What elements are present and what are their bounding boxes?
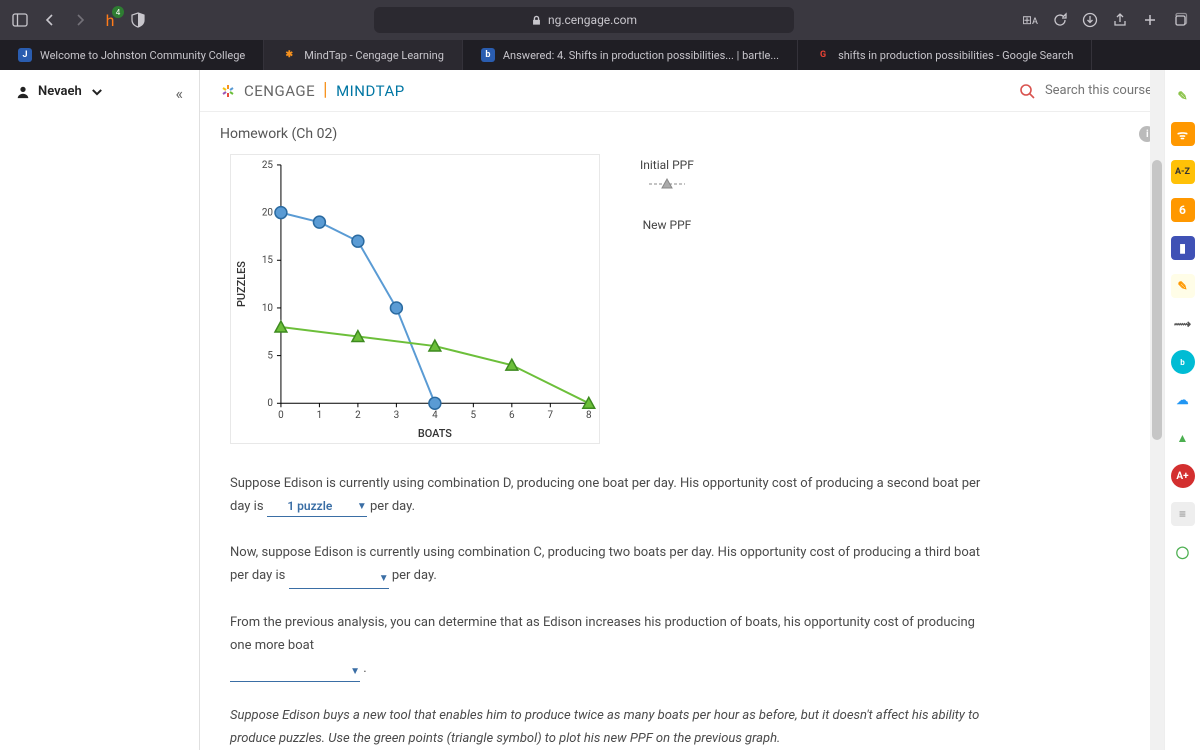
badge-icon[interactable]: 6: [1171, 198, 1195, 222]
lock-icon: [531, 15, 542, 26]
tab-label: Answered: 4. Shifts in production possib…: [503, 49, 779, 62]
svg-text:20: 20: [262, 208, 274, 219]
content-area: 0 1 2 3 4 5 6 7 8 0 5 10 15 20 25 BOATS PUZZLES Initial …: [200, 154, 1200, 750]
tab-label: MindTap - Cengage Learning: [304, 49, 444, 62]
bongo-icon[interactable]: b: [1171, 350, 1195, 374]
svg-text:BOATS: BOATS: [418, 427, 452, 440]
rss-icon[interactable]: ᯤ: [1171, 122, 1195, 146]
tab-label: shifts in production possibilities - Goo…: [838, 49, 1073, 62]
book-icon[interactable]: ▮: [1171, 236, 1195, 260]
tab-0[interactable]: J Welcome to Johnston Community College: [0, 40, 264, 70]
circle-icon[interactable]: ◯: [1171, 540, 1195, 564]
user-name: Nevaeh: [38, 84, 82, 99]
answer-dropdown-2[interactable]: ▼: [289, 571, 389, 589]
answer-dropdown-3[interactable]: ▼: [230, 664, 360, 682]
translate-icon[interactable]: ⊞ᴀ: [1022, 12, 1038, 28]
svg-text:6: 6: [509, 410, 515, 421]
body-instruction: Suppose Edison buys a new tool that enab…: [230, 708, 979, 746]
body-text: From the previous analysis, you can dete…: [230, 615, 975, 653]
svg-text:2: 2: [355, 410, 361, 421]
cengage-logo-icon: [220, 83, 236, 99]
tab-favicon: G: [816, 48, 830, 62]
shield-icon[interactable]: [130, 12, 146, 28]
chart-legend: Initial PPF New PPF: [640, 154, 694, 232]
tab-favicon: J: [18, 48, 32, 62]
back-icon[interactable]: [42, 12, 58, 28]
reload-icon[interactable]: [1052, 12, 1068, 28]
drive-icon[interactable]: ▲: [1171, 426, 1195, 450]
svg-text:PUZZLES: PUZZLES: [235, 261, 248, 307]
extension-badge: 4: [112, 6, 124, 18]
tab-3[interactable]: Gshifts in production possibilities - Go…: [798, 40, 1092, 70]
browser-toolbar: h4 ng.cengage.com ⊞ᴀ: [0, 0, 1200, 40]
body-text: per day.: [389, 568, 437, 583]
notes-icon[interactable]: ✎: [1171, 274, 1195, 298]
search-placeholder[interactable]: Search this course: [1045, 83, 1152, 98]
tab-bar: J Welcome to Johnston Community College ✱…: [0, 40, 1200, 70]
svg-text:8: 8: [586, 410, 592, 421]
svg-text:25: 25: [262, 160, 274, 171]
collapse-icon[interactable]: «: [175, 84, 183, 103]
svg-text:4: 4: [432, 410, 438, 421]
extension-icon[interactable]: h4: [102, 12, 118, 28]
download-icon[interactable]: [1082, 12, 1098, 28]
share-icon[interactable]: [1112, 12, 1128, 28]
brand-cengage: CENGAGE: [244, 82, 315, 100]
highlighter-icon[interactable]: ✎: [1171, 84, 1195, 108]
body-text: .: [360, 661, 367, 676]
svg-text:1: 1: [317, 410, 323, 421]
sidebar-toggle-icon[interactable]: [12, 12, 28, 28]
tabs-icon[interactable]: [1172, 12, 1188, 28]
brand-separator: |: [323, 79, 328, 100]
homework-header: Homework (Ch 02) i ×: [200, 112, 1200, 154]
legend-label: Initial PPF: [640, 158, 694, 172]
brand-header: CENGAGE | MINDTAP Search this course ?: [200, 70, 1200, 112]
url-text: ng.cengage.com: [548, 13, 637, 27]
circle-marker-icon: [649, 178, 685, 190]
forward-icon[interactable]: [72, 12, 88, 28]
svg-text:5: 5: [471, 410, 477, 421]
scrollbar-thumb[interactable]: [1152, 160, 1162, 440]
svg-text:5: 5: [267, 351, 273, 362]
tab-1[interactable]: ✱ MindTap - Cengage Learning: [264, 40, 463, 70]
cloud-icon[interactable]: ☁: [1171, 388, 1195, 412]
svg-text:10: 10: [262, 303, 274, 314]
svg-text:7: 7: [548, 410, 554, 421]
svg-text:0: 0: [278, 410, 284, 421]
search-icon[interactable]: [1019, 83, 1035, 99]
glossary-icon[interactable]: A-Z: [1171, 160, 1195, 184]
sidebar: Nevaeh «: [0, 70, 200, 750]
tab-label: Welcome to Johnston Community College: [40, 49, 245, 62]
user-menu[interactable]: Nevaeh: [16, 84, 104, 99]
chevron-down-icon: [90, 85, 104, 99]
brand-mindtap: MINDTAP: [336, 82, 405, 100]
svg-text:0: 0: [267, 398, 273, 409]
body-text: per day.: [367, 499, 415, 514]
tab-2[interactable]: b Answered: 4. Shifts in production possi…: [463, 40, 798, 70]
homework-title: Homework (Ch 02): [220, 126, 337, 142]
share-icon[interactable]: ⟿: [1171, 312, 1195, 336]
tab-favicon: ✱: [282, 48, 296, 62]
svg-text:3: 3: [394, 410, 400, 421]
legend-label: New PPF: [643, 218, 692, 232]
legend-initial[interactable]: Initial PPF: [640, 158, 694, 190]
question-body: Suppose Edison is currently using combin…: [230, 472, 990, 750]
user-icon: [16, 85, 30, 99]
tool-rail: ✎ ᯤ A-Z 6 ▮ ✎ ⟿ b ☁ ▲ A+ ≡ ◯: [1164, 70, 1200, 750]
svg-text:15: 15: [262, 255, 274, 266]
list-icon[interactable]: ≡: [1171, 502, 1195, 526]
answer-dropdown-1[interactable]: 1 puzzle▼: [267, 499, 367, 517]
scrollbar[interactable]: [1150, 70, 1164, 750]
tab-favicon: b: [481, 48, 495, 62]
ppf-chart[interactable]: 0 1 2 3 4 5 6 7 8 0 5 10 15 20 25 BOATS PUZZLES: [230, 154, 600, 444]
plus-icon[interactable]: [1142, 12, 1158, 28]
address-bar[interactable]: ng.cengage.com: [374, 7, 794, 33]
legend-new[interactable]: New PPF: [640, 218, 694, 232]
grade-icon[interactable]: A+: [1171, 464, 1195, 488]
